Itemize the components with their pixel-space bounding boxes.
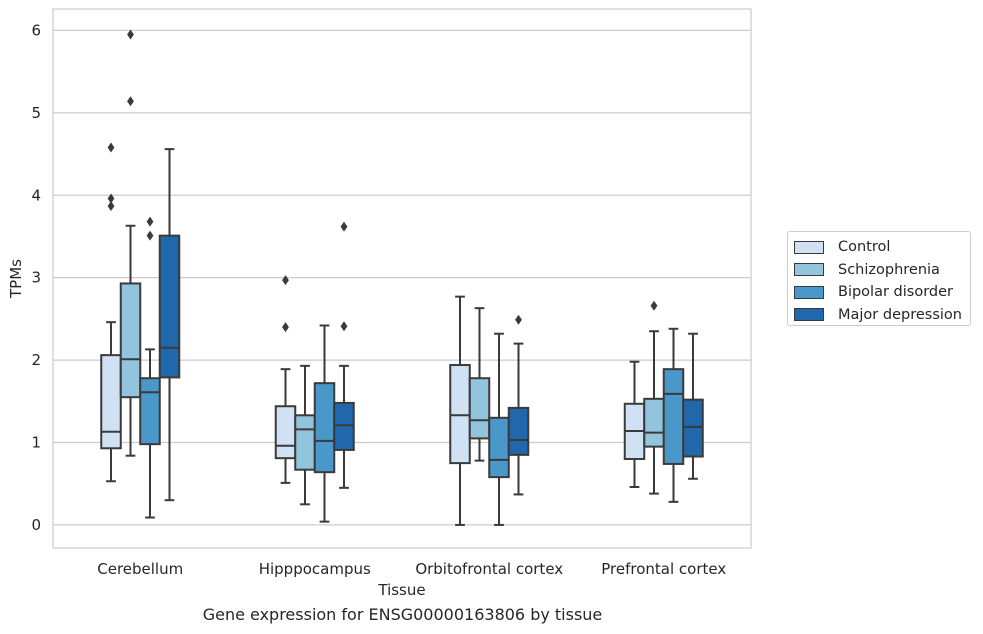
y-tick-label: 4 — [31, 186, 41, 204]
plot-area — [52, 8, 752, 549]
box-3-2 — [662, 327, 685, 503]
iqr-box — [139, 377, 161, 446]
iqr-box — [662, 368, 685, 465]
box-3-3 — [682, 332, 704, 480]
box-2-0 — [449, 295, 471, 526]
legend-swatch — [794, 263, 824, 277]
outlier-point — [282, 275, 289, 286]
x-tick-label: Cerebellum — [97, 560, 183, 578]
y-tick-label: 3 — [31, 269, 41, 287]
box-0-1 — [119, 29, 142, 457]
iqr-box — [333, 401, 355, 451]
x-axis-label: Tissue — [377, 581, 425, 599]
box-2-3 — [507, 314, 530, 496]
outlier-point — [127, 96, 134, 107]
legend-swatch — [794, 240, 824, 254]
box-1-3 — [333, 221, 355, 489]
iqr-box — [468, 377, 491, 440]
x-tick-label: Orbitofrontal cortex — [415, 560, 563, 578]
legend-label: Schizophrenia — [838, 261, 940, 278]
outlier-point — [146, 216, 154, 227]
y-tick-label: 6 — [31, 21, 41, 39]
box-2-1 — [468, 307, 491, 462]
legend: Control Schizophrenia Bipolar disorder Majo… — [787, 231, 971, 326]
iqr-box — [158, 234, 181, 379]
outlier-point — [340, 221, 348, 232]
iqr-box — [100, 354, 122, 450]
legend-label: Major depression — [838, 306, 962, 323]
box-0-0 — [100, 142, 122, 483]
box-1-1 — [294, 364, 316, 506]
iqr-box — [274, 405, 297, 460]
outlier-point — [127, 29, 134, 40]
y-tick-labels: 0 1 2 3 4 5 6 — [31, 21, 41, 533]
outlier-point — [340, 321, 348, 332]
legend-label: Control — [838, 239, 891, 256]
outlier-point — [515, 314, 522, 325]
y-axis-label: TPMs — [7, 259, 25, 299]
legend-swatch — [794, 285, 824, 299]
outlier-point — [282, 322, 289, 333]
box-3-0 — [623, 360, 646, 489]
legend-label: Bipolar disorder — [838, 284, 953, 301]
box-0-3 — [158, 148, 181, 502]
legend-item: Bipolar disorder — [794, 281, 964, 304]
iqr-box — [682, 398, 704, 458]
x-tick-label: Prefrontal cortex — [601, 560, 726, 578]
box-1-0 — [274, 275, 297, 484]
outlier-point — [146, 230, 154, 241]
legend-item: Major depression — [794, 304, 964, 327]
box-3-1 — [643, 300, 665, 495]
boxes — [100, 29, 704, 526]
x-tick-label: Hipppocampus — [259, 560, 371, 578]
iqr-box — [643, 397, 665, 448]
iqr-box — [507, 406, 530, 456]
outlier-point — [107, 200, 115, 211]
iqr-box — [119, 282, 142, 399]
y-tick-label: 5 — [31, 104, 41, 122]
box-1-2 — [313, 324, 336, 523]
box-2-2 — [488, 332, 510, 526]
gridlines — [53, 29, 751, 526]
legend-item: Schizophrenia — [794, 259, 964, 282]
outlier-point — [107, 193, 115, 204]
y-tick-label: 1 — [31, 434, 41, 452]
legend-swatch — [794, 308, 824, 322]
iqr-box — [294, 414, 316, 471]
iqr-box — [449, 364, 471, 465]
y-tick-label: 0 — [31, 516, 41, 534]
iqr-box — [488, 416, 510, 479]
outlier-point — [107, 142, 115, 153]
y-tick-label: 2 — [31, 351, 41, 369]
legend-item: Control — [794, 236, 964, 259]
x-tick-labels: Cerebellum Hipppocampus Orbitofrontal cort… — [97, 560, 726, 578]
outlier-point — [650, 300, 658, 311]
box-0-2 — [139, 216, 161, 519]
chart-caption: Gene expression for ENSG00000163806 by t… — [202, 605, 603, 624]
iqr-box — [313, 382, 336, 474]
